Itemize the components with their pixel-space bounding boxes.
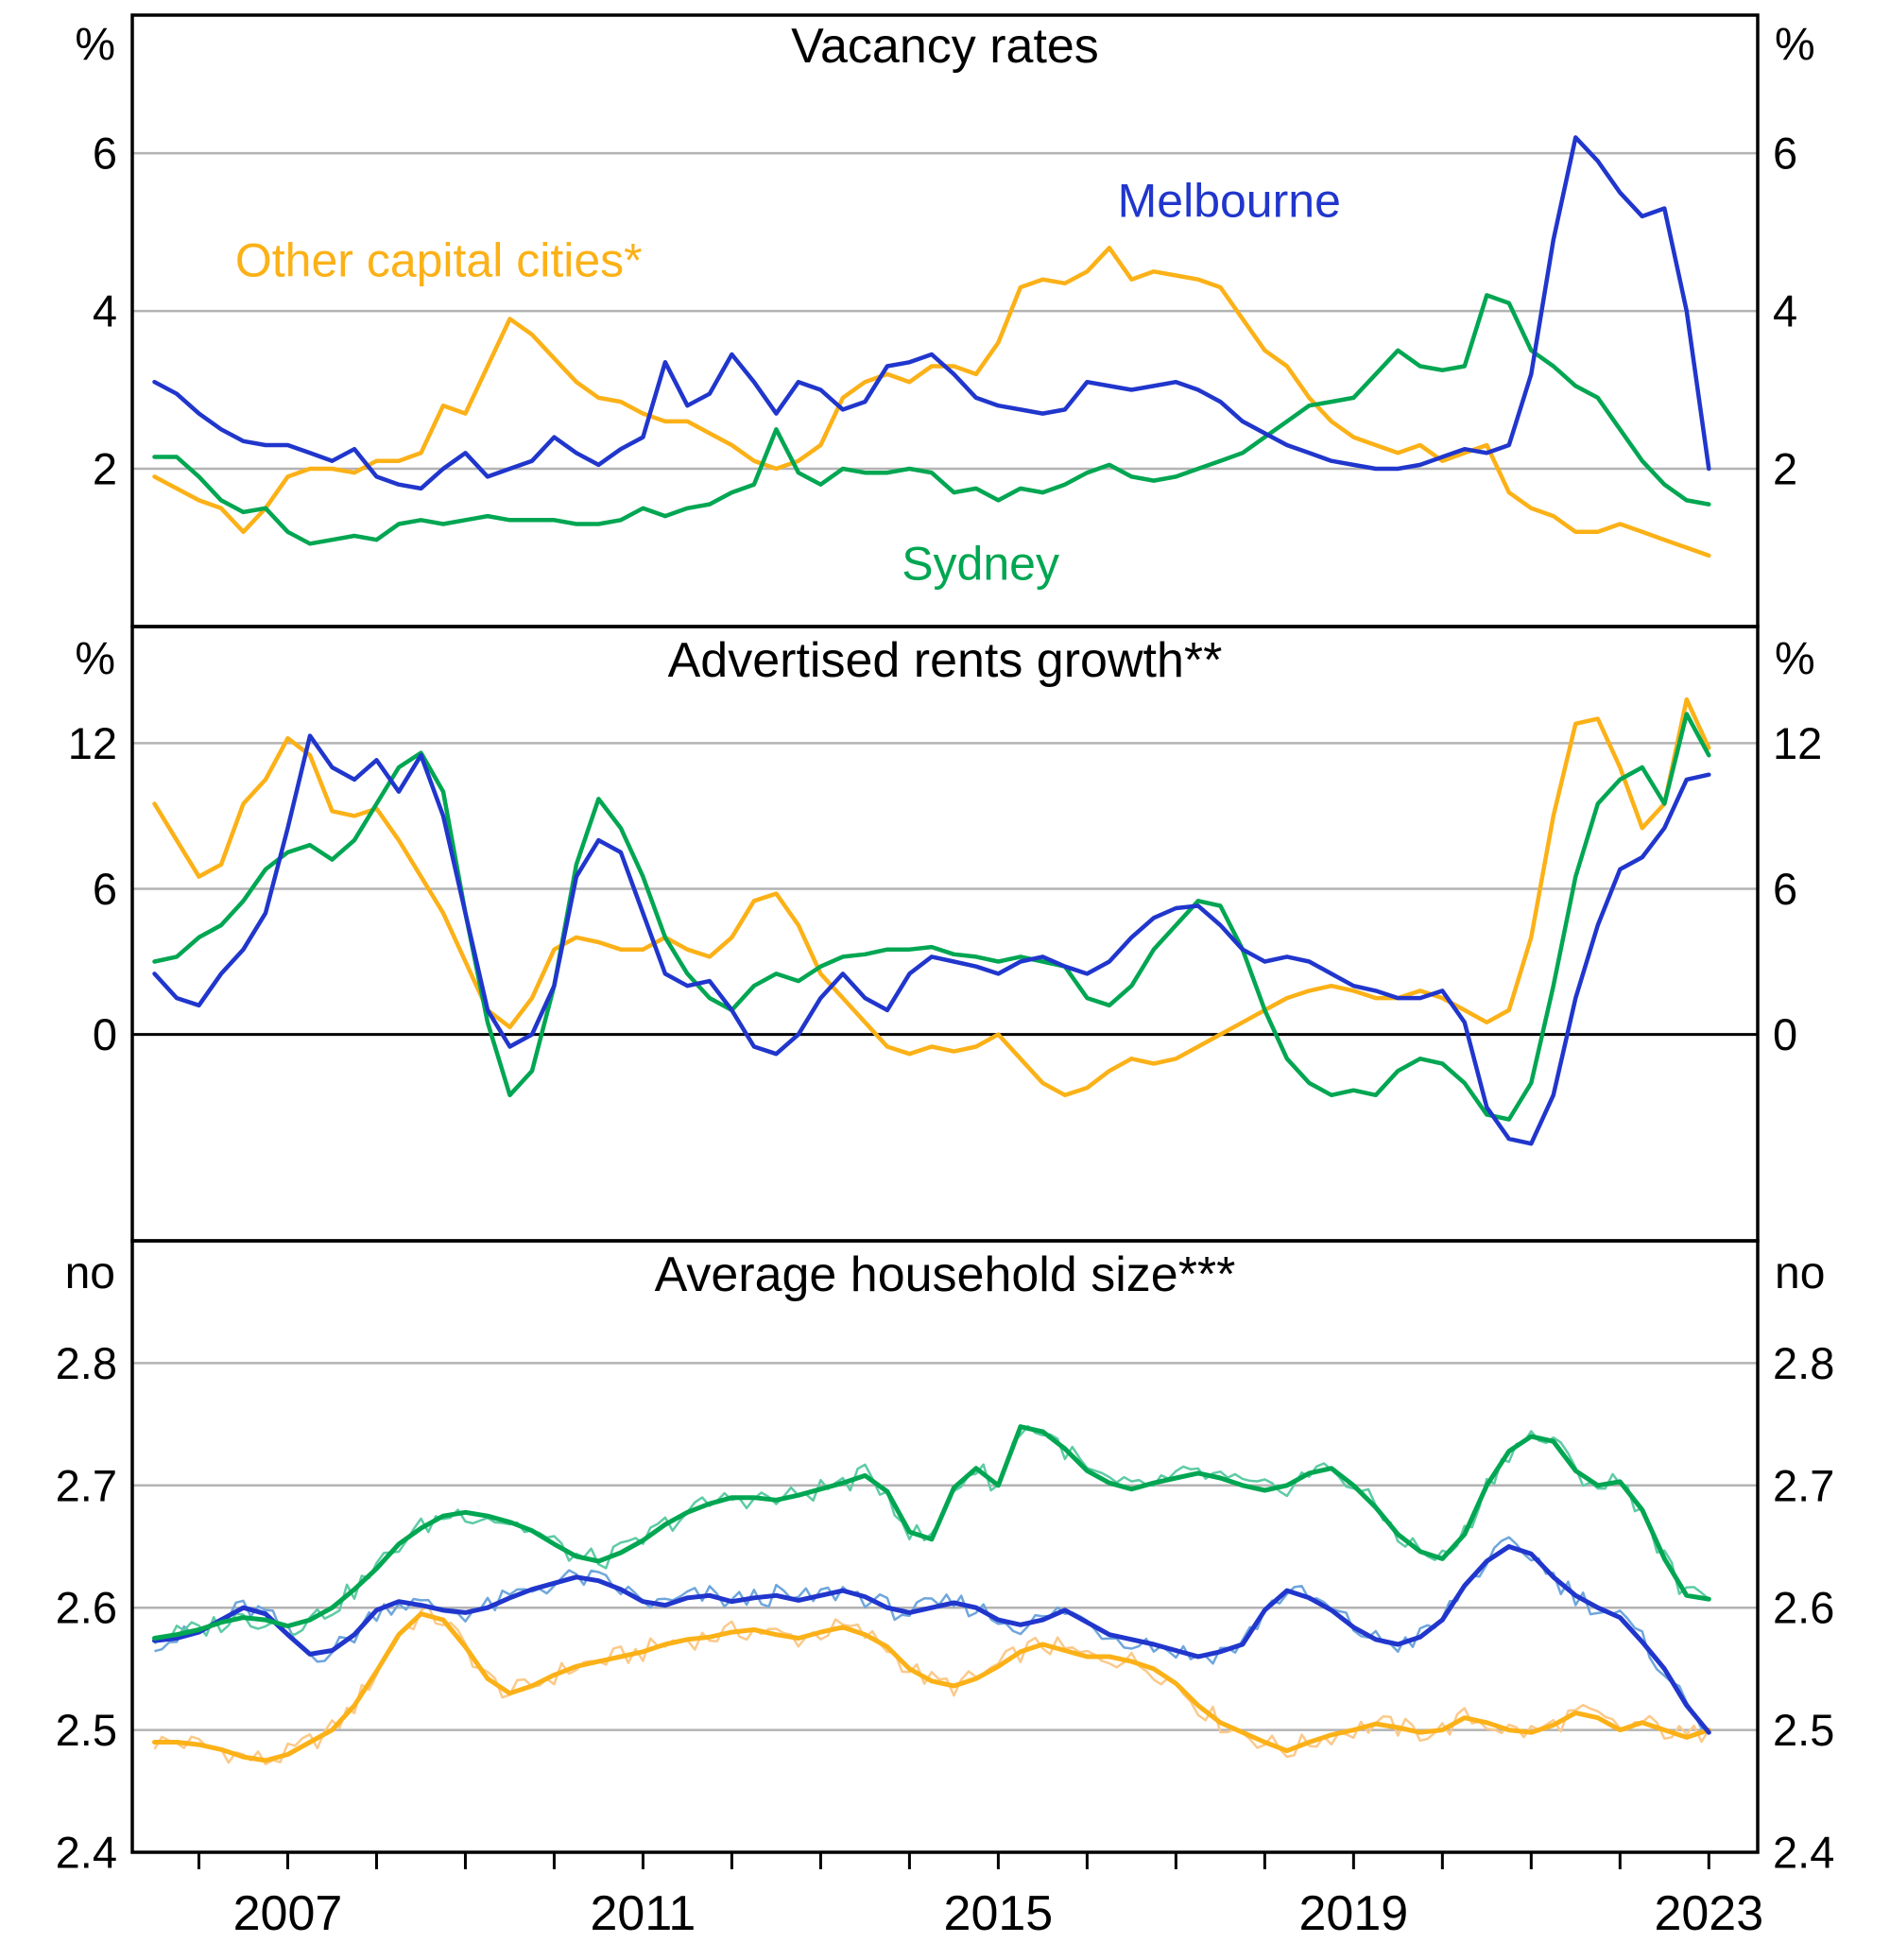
y-tick-label-left: 12 [68,718,117,768]
y-tick-label-left: 2 [93,443,117,493]
series-label-other-capital-cities: Other capital cities* [235,233,643,286]
x-year-label: 2015 [944,1886,1054,1941]
series-melbourne-line [152,1544,1711,1735]
y-tick-label-left: 2.6 [56,1583,117,1633]
y-tick-label-left: 2.5 [56,1705,117,1755]
y-tick-label-right: 2.6 [1773,1583,1834,1633]
y-tick-label-right: 2.5 [1773,1705,1834,1755]
series-label-melbourne: Melbourne [1118,175,1341,228]
y-tick-label-right: 6 [1773,864,1797,914]
series-other-capital-cities-line [152,1611,1711,1763]
y-tick-label-right: 12 [1773,718,1822,768]
y-tick-label-right: 0 [1773,1009,1797,1059]
y-tick-label-left: 6 [93,129,117,179]
y-tick-label-right: 2.7 [1773,1460,1834,1510]
series-label-sydney: Sydney [902,538,1059,591]
x-year-label: 2019 [1299,1886,1409,1941]
y-tick-label-right: 2.8 [1773,1338,1834,1388]
y-tick-label-left: 2.4 [56,1827,117,1877]
panel-border [130,13,1760,628]
series-other-capital-cities-line [152,246,1711,559]
y-tick-label-left: 6 [93,864,117,914]
y-tick-label-left: 2.8 [56,1338,117,1388]
x-year-label: 2011 [591,1886,696,1941]
y-tick-label-left: 0 [93,1009,117,1059]
y-tick-label-right: 6 [1773,129,1797,179]
x-year-label: 2007 [233,1886,343,1941]
y-tick-label-right: 4 [1773,286,1797,336]
series-melbourne-raw-line [154,1536,1710,1734]
y-tick-label-right: 2 [1773,443,1797,493]
panel-border [130,1239,1760,1854]
series-sydney-line [152,293,1711,546]
y-tick-label-right: 2.4 [1773,1827,1834,1877]
series-sydney-line [152,712,1711,1122]
series-other-capital-cities-raw-line [153,1604,1710,1765]
series-melbourne-line [152,733,1711,1146]
series-melbourne-line [152,135,1711,491]
y-tick-label-left: 4 [93,286,117,336]
series-sydney-line [152,1424,1711,1641]
x-year-label: 2023 [1654,1886,1763,1941]
y-tick-label-left: 2.7 [56,1460,117,1510]
panel-border [130,625,1760,1243]
